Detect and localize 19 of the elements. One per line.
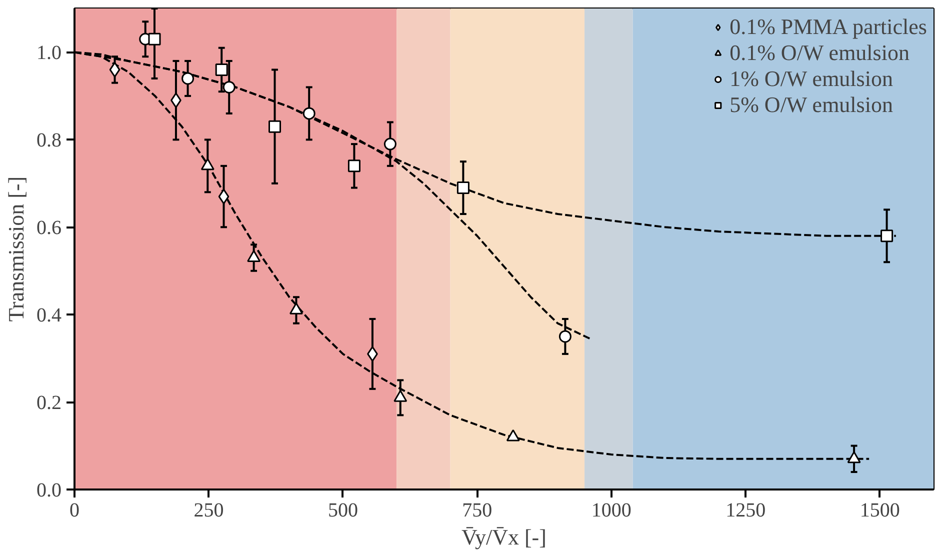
y-axis-title: Transmission [-] [4, 176, 28, 322]
x-tick-label: 750 [462, 500, 492, 522]
y-tick-label: 0.2 [36, 392, 62, 414]
y-tick-label: 0.0 [36, 480, 62, 502]
y-tick-label: 0.8 [36, 130, 62, 152]
legend-label: 0.1% PMMA particles [730, 14, 927, 40]
y-tick-label: 1.0 [36, 42, 62, 64]
x-tick-label: 1000 [591, 500, 632, 522]
x-tick-label: 1250 [726, 500, 766, 522]
x-tick-label: 250 [194, 500, 224, 522]
legend-label: 5% O/W emulsion [730, 92, 893, 118]
x-tick-label: 500 [328, 500, 358, 522]
x-tick-label: 1500 [860, 500, 900, 522]
x-tick-label: 0 [70, 500, 80, 522]
y-tick-label: 0.4 [36, 304, 62, 327]
y-tick-label: 0.6 [36, 217, 62, 240]
legend-label: 1% O/W emulsion [730, 66, 893, 92]
legend-label: 0.1% O/W emulsion [730, 40, 910, 66]
x-axis-title: V̄y/V̄x [-] [462, 524, 546, 550]
